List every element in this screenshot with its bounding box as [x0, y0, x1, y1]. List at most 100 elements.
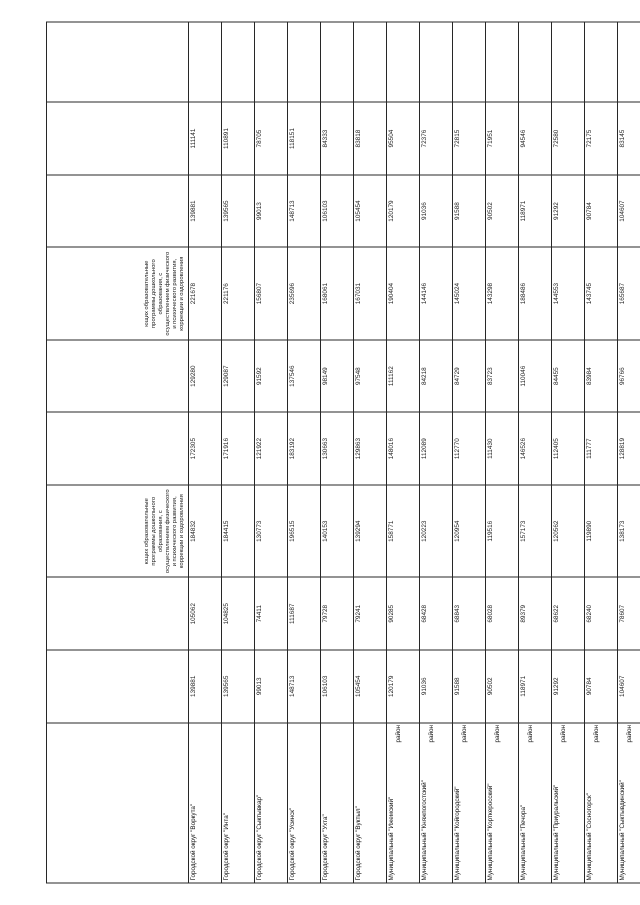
value-cell: 105454 [353, 649, 387, 723]
value-cell: 129280 [188, 339, 222, 412]
value-cell: 84218 [419, 339, 453, 412]
value-cell: 84729 [452, 339, 486, 412]
table-row: Муниципальный "Печора" район 118971 89379 15… [518, 21, 552, 883]
value-cell: 129087 [221, 339, 255, 412]
value-cell: 72376 [419, 101, 453, 175]
blank-cell [617, 21, 640, 102]
row-name-cell: Городской округ "Ухта" [320, 722, 354, 883]
table-row: Городской округ "Воркута" 139881 105062 184… [188, 21, 222, 883]
value-cell: 83145 [617, 101, 640, 175]
row-name-cell: Муниципальный "Корткеросский" район [485, 722, 519, 883]
value-cell: 138173 [617, 484, 640, 577]
table-row: Городской округ "Ухта" 106103 79728 140153 1… [320, 21, 354, 883]
value-cell: 140153 [320, 484, 354, 577]
value-cell: 148713 [287, 174, 321, 247]
blank-cell [221, 21, 255, 102]
value-cell: 91588 [452, 174, 486, 247]
value-cell: 146526 [518, 411, 552, 485]
table-row: Муниципальный "Приуральский" район 91292 68… [551, 21, 585, 883]
header-cell-description-1: ющих образовательные программы дошкольно… [46, 484, 189, 577]
row-name-cell: Муниципальный "Ижемский" район [386, 722, 420, 883]
blank-cell [353, 21, 387, 102]
value-cell: 119890 [584, 484, 618, 577]
blank-cell [485, 21, 519, 102]
row-name-suffix: район [626, 724, 634, 743]
header-cell-3 [46, 411, 189, 485]
row-name-label: Муниципальный "Печора" [520, 804, 527, 880]
value-cell: 143298 [485, 246, 519, 340]
blank-cell [452, 21, 486, 102]
header-cell-2 [46, 577, 189, 650]
value-cell: 118151 [287, 101, 321, 175]
value-cell: 98149 [320, 339, 354, 412]
value-cell: 94546 [518, 101, 552, 175]
value-cell: 144146 [419, 246, 453, 340]
row-name-label: Городской округ "Вуктыл" [355, 805, 362, 880]
row-name-suffix: район [461, 724, 469, 743]
table-row: Городской округ "Вуктыл" 105454 79241 13929… [353, 21, 387, 883]
value-cell: 121922 [254, 411, 288, 485]
value-cell: 83723 [485, 339, 519, 412]
value-cell: 165687 [617, 246, 640, 340]
row-name-label: Муниципальный "Сосногорск" [586, 792, 593, 880]
blank-cell [320, 21, 354, 102]
value-cell: 78607 [617, 577, 640, 650]
header-cell-5 [46, 174, 189, 247]
value-cell: 120179 [386, 649, 420, 723]
row-name-label: Городской округ "Усинск" [289, 807, 296, 880]
value-cell: 143745 [584, 246, 618, 340]
value-cell: 84333 [320, 101, 354, 175]
value-cell: 111141 [188, 101, 222, 175]
table-row: Городской округ "Инта" 139565 104825 184415… [221, 21, 255, 883]
value-cell: 196515 [287, 484, 321, 577]
value-cell: 105062 [188, 577, 222, 650]
value-cell: 190404 [386, 246, 420, 340]
value-cell: 148016 [386, 411, 420, 485]
table-row: Муниципальный "Сосногорск" район 90784 6824… [584, 21, 618, 883]
value-cell: 91292 [551, 174, 585, 247]
value-cell: 111430 [485, 411, 519, 485]
value-cell: 111162 [386, 339, 420, 412]
value-cell: 157173 [518, 484, 552, 577]
row-name-suffix: район [593, 724, 601, 743]
table-row: Муниципальный "Княжпогостский" район 91036… [419, 21, 453, 883]
row-name-cell: Городской округ "Вуктыл" [353, 722, 387, 883]
value-cell: 184415 [221, 484, 255, 577]
value-cell: 221678 [188, 246, 222, 340]
row-name-label: Муниципальный "Сыктывдинский" [619, 779, 626, 880]
value-cell: 168061 [320, 246, 354, 340]
header-row: ющих образовательные программы дошкольно… [46, 21, 189, 883]
value-cell: 167031 [353, 246, 387, 340]
value-cell: 130663 [320, 411, 354, 485]
value-cell: 68240 [584, 577, 618, 650]
value-cell: 84455 [551, 339, 585, 412]
value-cell: 139294 [353, 484, 387, 577]
value-cell: 171916 [221, 411, 255, 485]
value-cell: 72175 [584, 101, 618, 175]
value-cell: 120954 [452, 484, 486, 577]
row-name-suffix: район [560, 724, 568, 743]
value-cell: 91292 [551, 649, 585, 723]
row-name-cell: Муниципальный "Княжпогостский" район [419, 722, 453, 883]
value-cell: 120223 [419, 484, 453, 577]
value-cell: 139881 [188, 174, 222, 247]
header-cell-6 [46, 101, 189, 175]
row-name-cell: Муниципальный "Сосногорск" район [584, 722, 618, 883]
value-cell: 119516 [485, 484, 519, 577]
header-cell-blank [46, 21, 189, 102]
table-row: Городской округ "Сыктывкар" 99013 74411 130… [254, 21, 288, 883]
value-cell: 130773 [254, 484, 288, 577]
row-name-cell: Муниципальный "Печора" район [518, 722, 552, 883]
value-cell: 106103 [320, 649, 354, 723]
value-cell: 95504 [386, 101, 420, 175]
value-cell: 90784 [584, 649, 618, 723]
value-cell: 68428 [419, 577, 453, 650]
table-head: ющих образовательные программы дошкольно… [46, 21, 189, 883]
value-cell: 118971 [518, 174, 552, 247]
row-name-suffix: район [395, 724, 403, 743]
value-cell: 72580 [551, 101, 585, 175]
row-name-label: Муниципальный "Койгородский" [454, 785, 461, 880]
value-cell: 91592 [254, 339, 288, 412]
value-cell: 89379 [518, 577, 552, 650]
value-cell: 91036 [419, 174, 453, 247]
